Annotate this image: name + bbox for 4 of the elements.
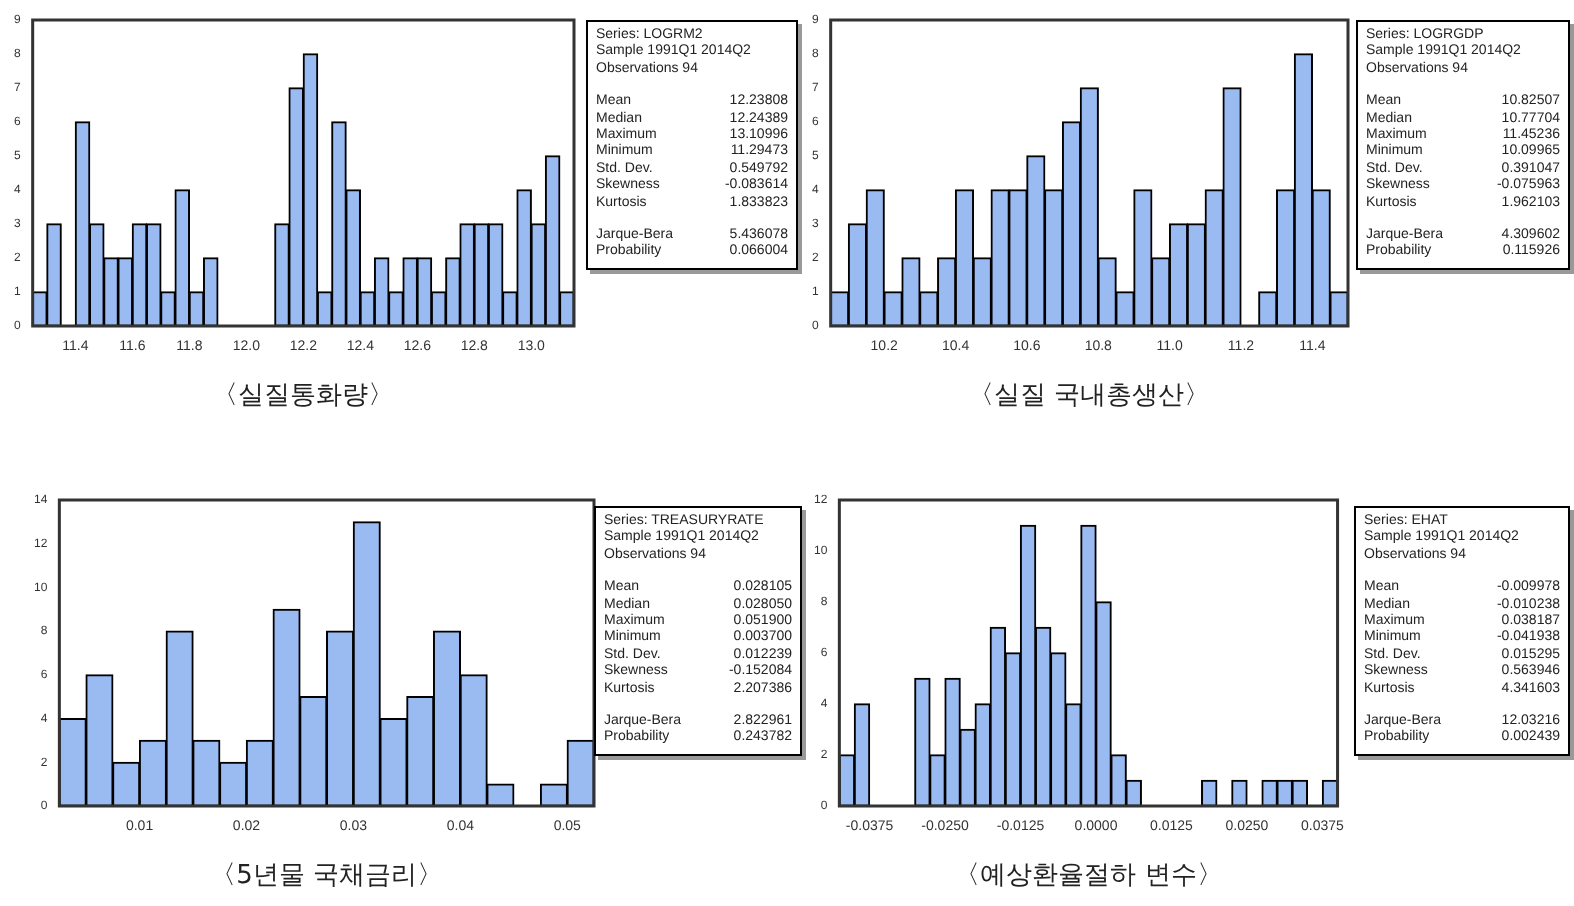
x-axis-title: 〈실질통화량〉 (212, 381, 395, 412)
x-axis-title: 〈예상환율절하 변수〉 (954, 861, 1223, 892)
x-axis-title: 〈실질 국내총생산〉 (968, 381, 1211, 412)
x-axis-title: 〈5년물 국채금리〉 (210, 861, 444, 892)
